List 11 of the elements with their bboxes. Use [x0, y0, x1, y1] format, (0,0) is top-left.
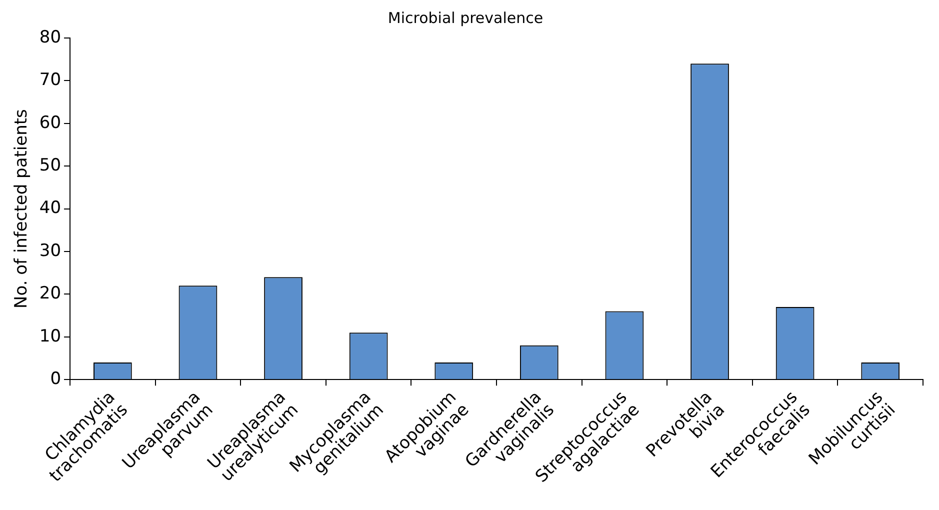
chart-title: Microbial prevalence: [388, 8, 544, 27]
y-tick-label: 50: [39, 156, 62, 176]
y-tick-label: 70: [39, 70, 62, 90]
y-axis-title: No. of infected patients: [12, 108, 32, 308]
y-tick-label: 80: [39, 27, 62, 48]
y-tick-label: 60: [39, 112, 62, 133]
y-tick-label: 0: [50, 369, 62, 389]
y-tick-label: 30: [39, 240, 62, 261]
y-tick-label: 10: [39, 326, 62, 346]
y-tick-label: 20: [39, 284, 62, 304]
y-tick-label: 40: [39, 198, 62, 218]
